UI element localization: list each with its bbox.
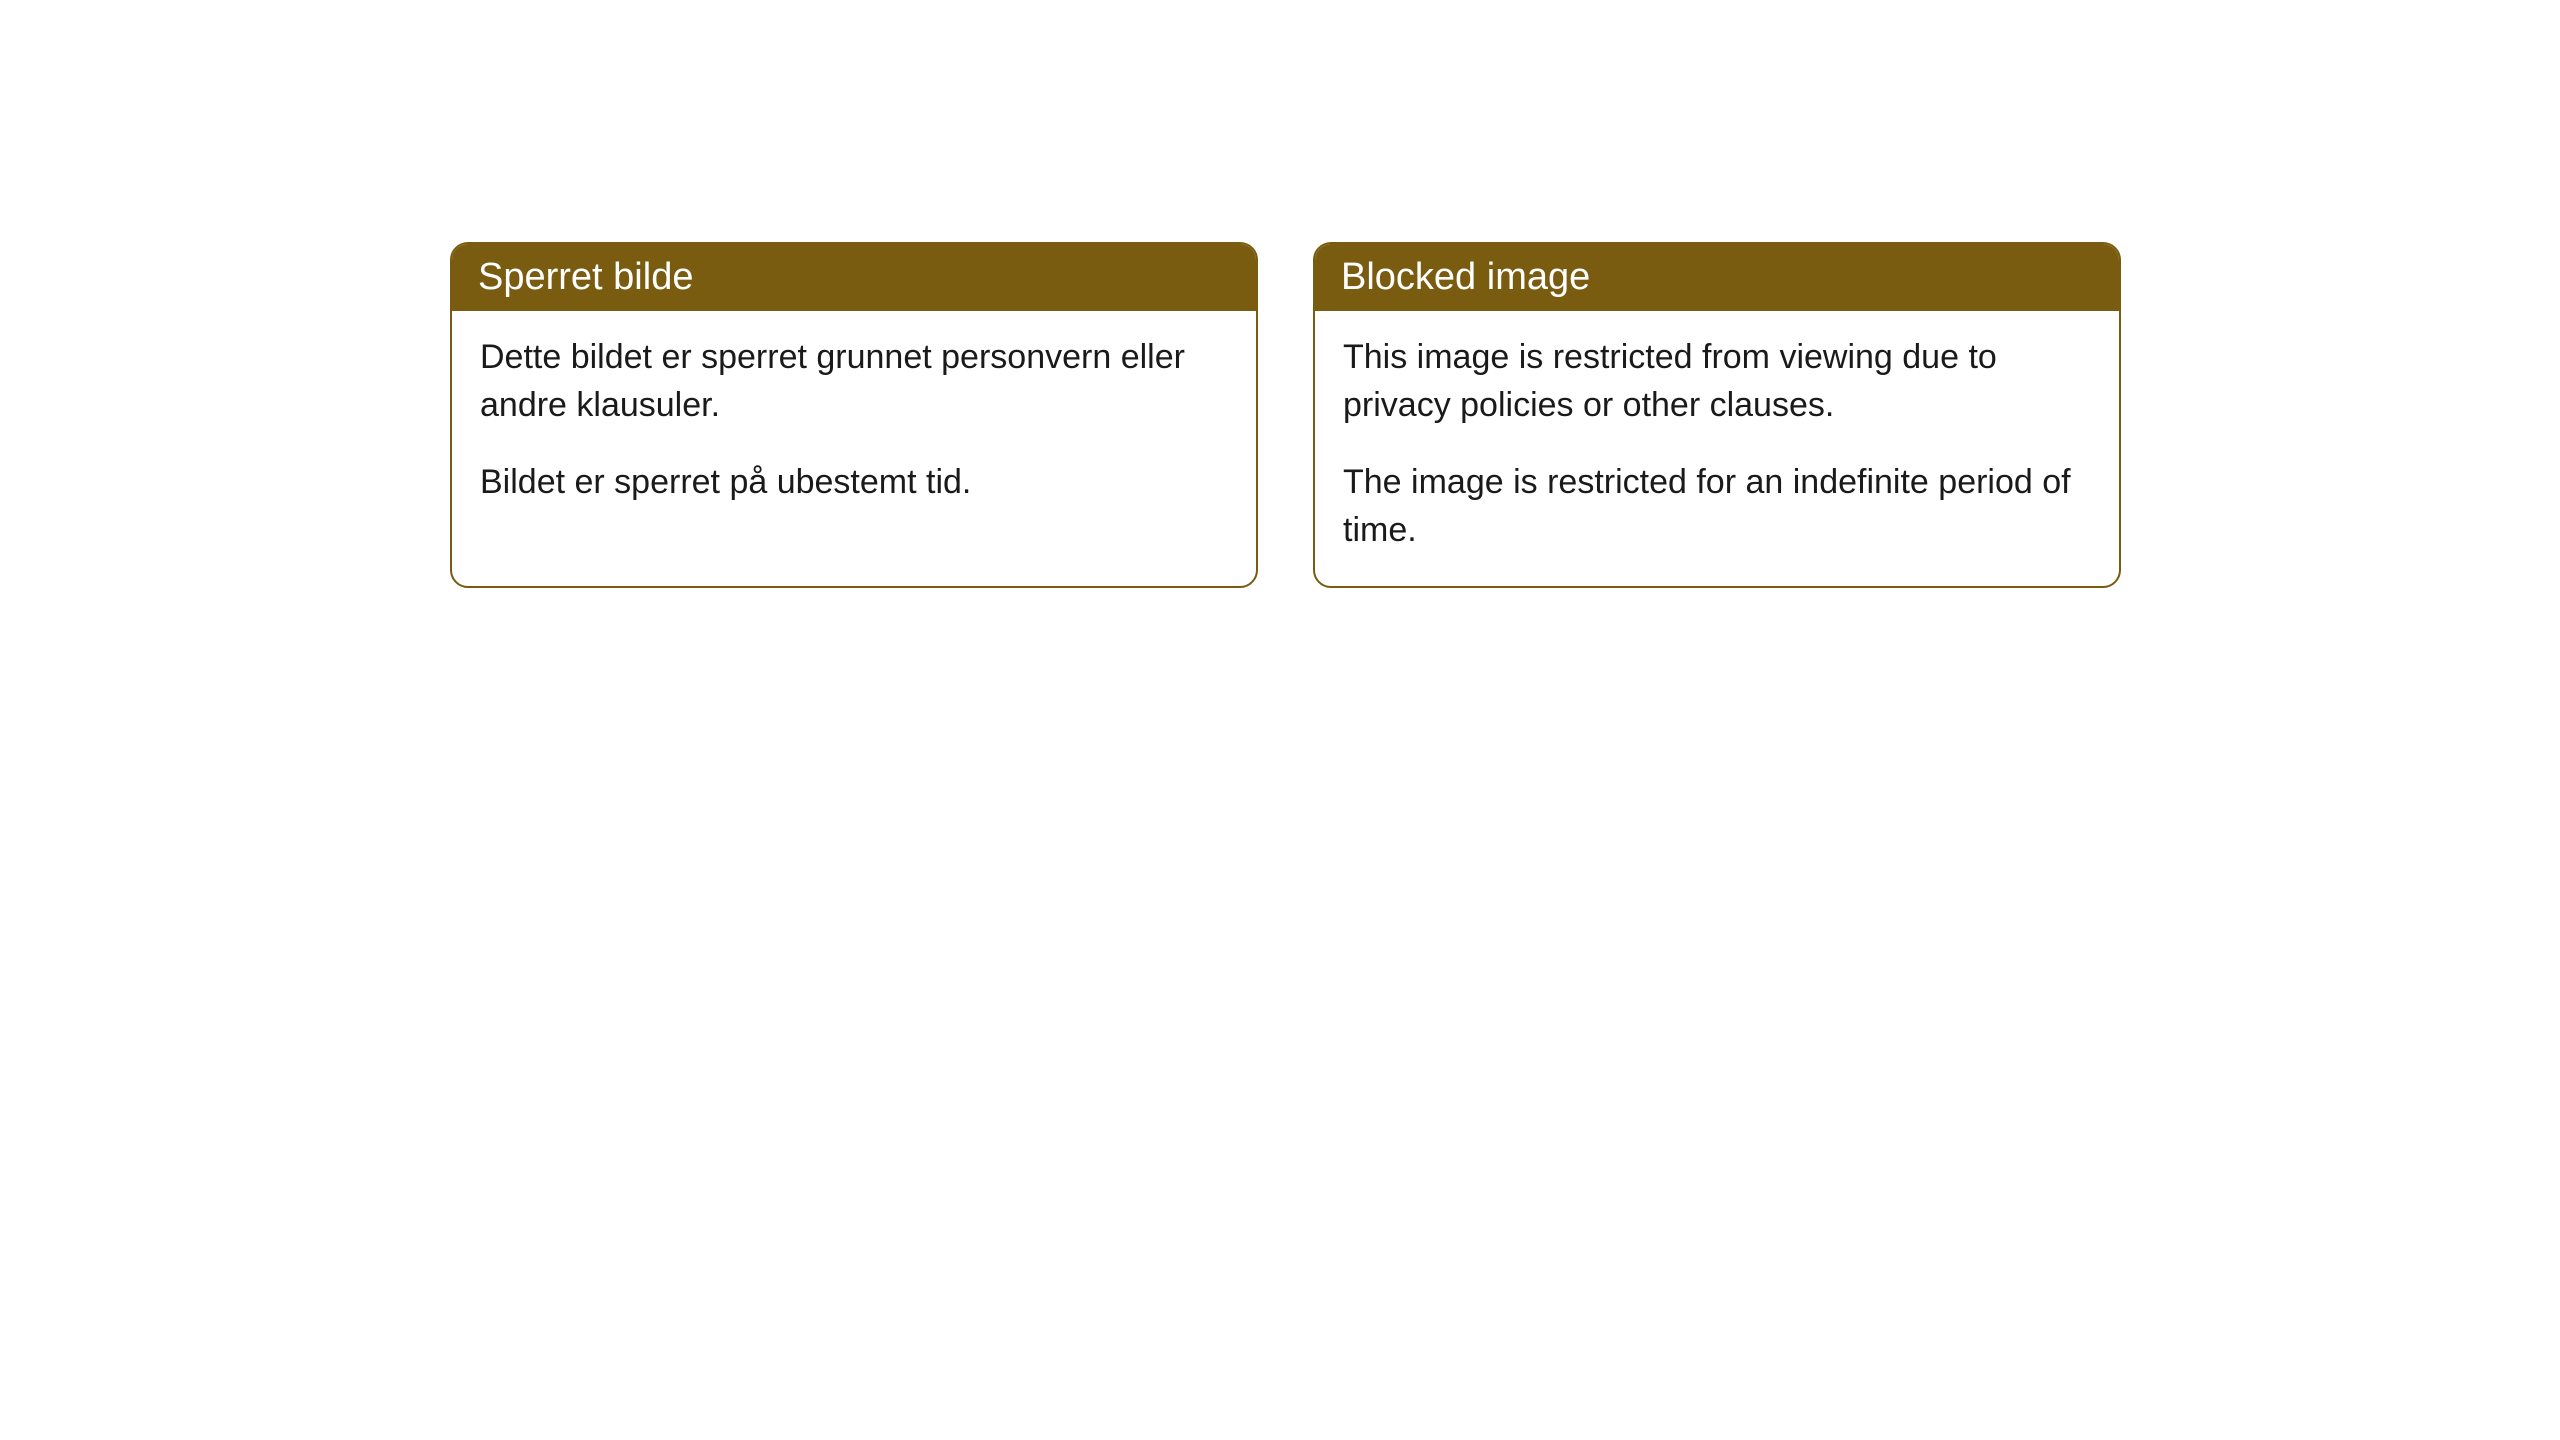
- card-paragraph: Dette bildet er sperret grunnet personve…: [480, 333, 1228, 430]
- notice-cards-container: Sperret bilde Dette bildet er sperret gr…: [450, 242, 2121, 588]
- card-paragraph: Bildet er sperret på ubestemt tid.: [480, 458, 1228, 506]
- card-paragraph: This image is restricted from viewing du…: [1343, 333, 2091, 430]
- card-paragraph: The image is restricted for an indefinit…: [1343, 458, 2091, 555]
- card-body: This image is restricted from viewing du…: [1315, 311, 2119, 586]
- card-header: Blocked image: [1315, 244, 2119, 311]
- blocked-image-card-english: Blocked image This image is restricted f…: [1313, 242, 2121, 588]
- card-title: Blocked image: [1341, 256, 1590, 298]
- card-title: Sperret bilde: [478, 256, 693, 298]
- card-body: Dette bildet er sperret grunnet personve…: [452, 311, 1256, 538]
- card-header: Sperret bilde: [452, 244, 1256, 311]
- blocked-image-card-norwegian: Sperret bilde Dette bildet er sperret gr…: [450, 242, 1258, 588]
